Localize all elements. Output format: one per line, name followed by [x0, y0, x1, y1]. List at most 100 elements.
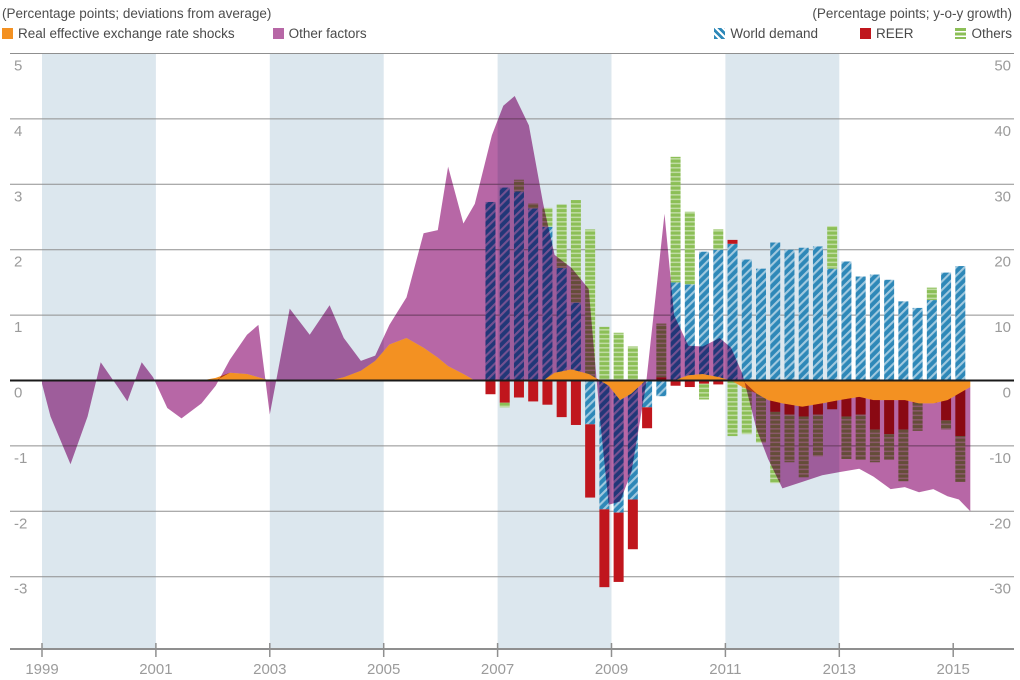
- legend-item-world-demand: World demand: [714, 26, 818, 41]
- reer-swatch-icon: [859, 28, 871, 39]
- bar-others-2010Q4: [713, 229, 724, 250]
- bar-world-demand-2011Q2: [741, 259, 752, 381]
- x-axis-label: 2003: [253, 661, 286, 678]
- right-axis-subtitle: (Percentage points; y-o-y growth): [812, 6, 1012, 21]
- bar-others-2010Q3: [699, 383, 710, 400]
- bar-world-demand-2013Q2: [855, 276, 866, 381]
- bar-others-2010Q2: [684, 211, 695, 285]
- y-axis-label-right: 40: [994, 123, 1011, 140]
- y-axis-label-right: -30: [989, 581, 1011, 598]
- legend-item-others: Others: [955, 26, 1012, 41]
- bar-world-demand-2009Q3: [642, 380, 653, 408]
- bar-reer-2006Q4: [485, 380, 496, 395]
- bar-world-demand-2010Q3: [699, 251, 710, 381]
- bar-reer-2008Q1: [556, 380, 567, 418]
- bar-reer-2007Q2: [513, 380, 524, 398]
- y-axis-label-left: -1: [14, 450, 27, 467]
- legend-label: Others: [971, 26, 1012, 41]
- y-axis-label-left: -2: [14, 515, 27, 532]
- bar-world-demand-2014Q3: [926, 300, 937, 381]
- bar-world-demand-2012Q2: [798, 247, 809, 381]
- bar-reer-2010Q1: [670, 380, 681, 386]
- x-axis-label: 1999: [25, 661, 58, 678]
- bar-others-2007Q4: [542, 207, 553, 227]
- x-axis-labels: 1999 2001 2003 2005 2007 2009 2011 2013 2015: [25, 661, 970, 678]
- bar-reer-2008Q2: [570, 380, 581, 425]
- legend-item-reer-shocks: Real effective exchange rate shocks: [2, 26, 235, 41]
- legend-left: Real effective exchange rate shocks Othe…: [2, 26, 367, 41]
- bar-world-demand-2013Q4: [884, 279, 895, 381]
- bar-reer-2008Q4: [599, 509, 610, 588]
- y-axis-label-right: -10: [989, 450, 1011, 467]
- shaded-band: [42, 53, 156, 649]
- bar-reer-2010Q3: [699, 380, 710, 384]
- area-reer-shocks: [42, 338, 971, 407]
- bar-world-demand-2015Q1: [955, 266, 966, 381]
- bar-others-2009Q1: [613, 332, 624, 381]
- bar-others-2008Q2: [570, 199, 581, 303]
- y-axis-label-right: 30: [994, 188, 1011, 205]
- y-axis-label-right: -20: [989, 515, 1011, 532]
- bar-reer-2010Q4: [713, 380, 724, 385]
- bar-others-2008Q3: [585, 229, 596, 381]
- bar-world-demand-2011Q1: [727, 243, 738, 381]
- bar-others-2009Q2: [627, 346, 638, 381]
- bar-world-demand-2013Q1: [841, 261, 852, 381]
- x-axis-label: 2005: [367, 661, 400, 678]
- bar-others-2012Q4: [827, 226, 838, 269]
- y-axis-label-left: 4: [14, 123, 22, 140]
- y-axis-label-left: 3: [14, 188, 22, 205]
- x-axis-label: 2001: [139, 661, 172, 678]
- left-axis-subtitle: (Percentage points; deviations from aver…: [2, 6, 272, 21]
- legend-label: Real effective exchange rate shocks: [18, 26, 235, 41]
- legend-right: World demand REER Others: [714, 26, 1012, 41]
- bar-reer-2009Q2: [627, 499, 638, 550]
- area-other-factors: [42, 96, 971, 512]
- bar-others-2011Q1: [727, 380, 738, 437]
- bar-reer-2007Q1: [499, 380, 510, 403]
- other-factors-swatch-icon: [272, 28, 284, 39]
- world-demand-swatch-icon: [714, 28, 726, 39]
- bar-world-demand-2012Q3: [812, 246, 823, 381]
- bar-reer-2008Q3: [585, 424, 596, 498]
- bar-reer-2009Q3: [642, 407, 653, 429]
- bar-world-demand-2013Q3: [869, 274, 880, 381]
- others-swatch-icon: [955, 28, 967, 39]
- x-axis-ticks: [41, 643, 954, 657]
- bar-world-demand-2008Q3: [585, 380, 596, 425]
- x-axis-label: 2007: [481, 661, 514, 678]
- legend-label: REER: [875, 26, 914, 41]
- legend-label: Other factors: [288, 26, 367, 41]
- y-axis-labels-right: 50 40 30 20 10 0 -10 -20 -30: [989, 58, 1011, 598]
- y-axis-label-right: 10: [994, 319, 1011, 336]
- legend-item-other-factors: Other factors: [272, 26, 367, 41]
- bar-reer-2011Q1: [727, 239, 738, 244]
- x-axis-label: 2011: [709, 661, 741, 678]
- y-axis-label-left: 5: [14, 58, 22, 75]
- y-axis-label-left: 2: [14, 254, 22, 271]
- y-axis-label-right: 20: [994, 254, 1011, 271]
- y-axis-label-right: 50: [994, 58, 1011, 75]
- y-axis-label-left: 1: [14, 319, 22, 336]
- x-axis-label: 2009: [595, 661, 628, 678]
- bar-world-demand-2010Q2: [684, 284, 695, 381]
- legend-label: World demand: [730, 26, 818, 41]
- bar-world-demand-2014Q4: [941, 272, 952, 381]
- reer-shocks-swatch-icon: [2, 28, 13, 39]
- bar-world-demand-2012Q4: [827, 268, 838, 381]
- bar-others-2007Q1: [499, 402, 510, 408]
- bar-world-demand-2014Q1: [898, 301, 909, 381]
- x-axis-label: 2015: [937, 661, 970, 678]
- bar-world-demand-2011Q3: [755, 268, 766, 381]
- y-axis-label-left: 0: [14, 385, 22, 402]
- bar-reer-2010Q2: [684, 380, 695, 388]
- bar-world-demand-2012Q1: [784, 249, 795, 381]
- bar-reer-2007Q4: [542, 380, 553, 405]
- x-axis-label: 2013: [823, 661, 856, 678]
- bar-reer-2007Q3: [528, 380, 539, 402]
- bar-others-2008Q4: [599, 326, 610, 381]
- bar-world-demand-2014Q2: [912, 307, 923, 381]
- bar-reer-2009Q1: [613, 512, 624, 582]
